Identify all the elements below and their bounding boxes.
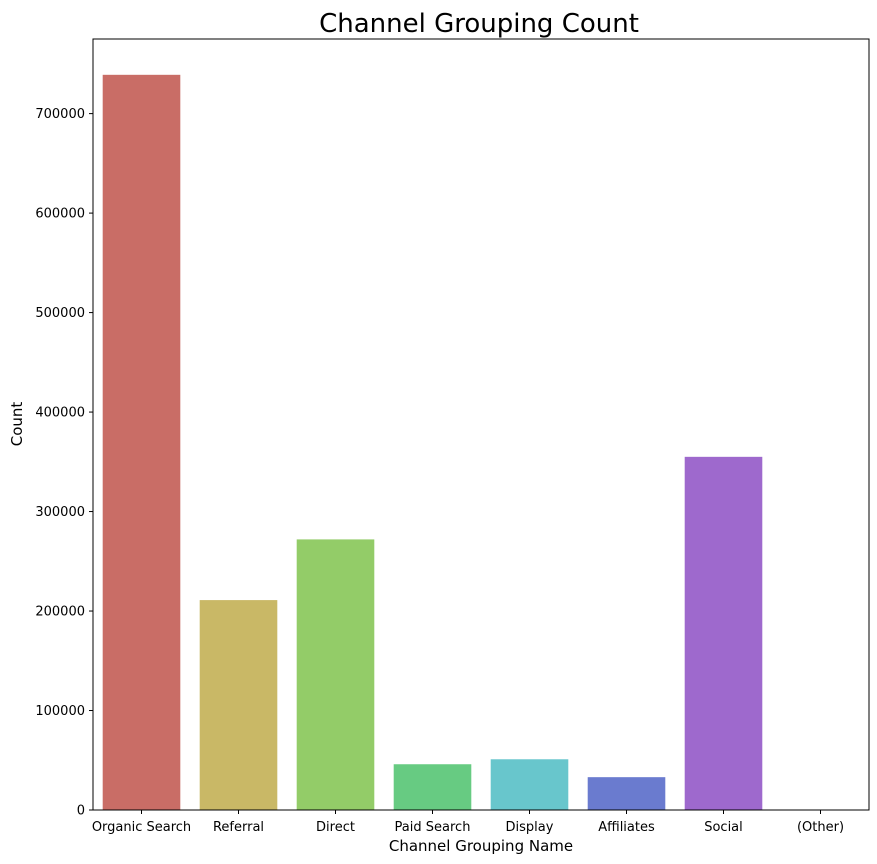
y-tick-label: 700000 — [35, 107, 85, 122]
y-axis-label: Count — [8, 402, 26, 447]
bar-direct — [296, 539, 375, 810]
y-tick-label: 300000 — [35, 505, 85, 520]
y-tick-label: 500000 — [35, 306, 85, 321]
y-tick-label: 0 — [77, 804, 85, 819]
plot-frame — [92, 38, 870, 811]
bar-referral — [199, 600, 278, 810]
x-axis-label: Channel Grouping Name — [389, 837, 573, 855]
x-tick-label: Affiliates — [598, 820, 655, 835]
bar-display — [490, 759, 569, 810]
bar-organic-search — [102, 74, 181, 810]
bar-affiliates — [587, 777, 666, 810]
y-tick-label: 100000 — [35, 704, 85, 719]
chart-title: Channel Grouping Count — [319, 9, 639, 39]
bar-paid-search — [393, 764, 472, 810]
x-axis-ticks: Organic Search Referral Direct Paid Search D… — [92, 810, 844, 835]
y-tick-label: 200000 — [35, 605, 85, 620]
x-tick-label: Display — [506, 820, 554, 835]
x-tick-label: Organic Search — [92, 820, 191, 835]
x-tick-label: Social — [704, 820, 743, 835]
bars-group — [102, 74, 860, 810]
y-axis-ticks: 0 100000 200000 300000 400000 500000 600000 700… — [35, 107, 93, 819]
x-tick-label: Direct — [316, 820, 355, 835]
bar-social — [684, 456, 763, 810]
x-tick-label: Referral — [213, 820, 264, 835]
y-tick-label: 600000 — [35, 207, 85, 222]
y-tick-label: 400000 — [35, 406, 85, 421]
x-tick-label: (Other) — [797, 820, 844, 835]
x-tick-label: Paid Search — [395, 820, 471, 835]
